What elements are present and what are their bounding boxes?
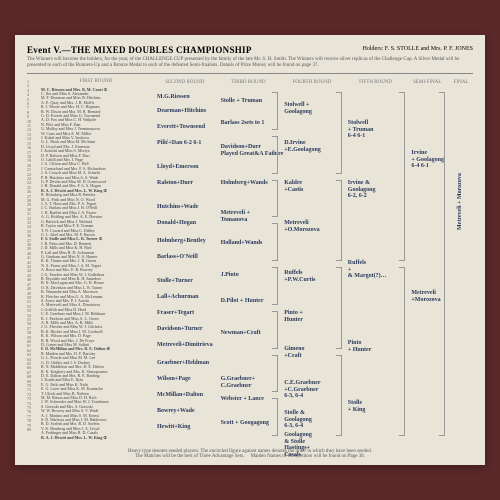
round-label: SEMI-FINAL xyxy=(409,80,445,88)
event-blurb: The Winners will become the holders, for… xyxy=(27,57,473,69)
first-round-pair: R. A. J. Hewitt and Mrs. L. W. King ③ xyxy=(41,436,151,440)
entry-number: 80 xyxy=(27,428,37,432)
third-round-column: THIRD ROUND Stolle + Truman Barlass 2sets… xyxy=(219,80,279,440)
header: Event V.—THE MIXED DOUBLES CHAMPIONSHIP … xyxy=(27,45,473,74)
round-label: THIRD ROUND xyxy=(219,80,279,88)
handwritten-result: M.G.Riessen xyxy=(157,94,190,101)
handwritten-result: Metreveli+O.Morozova xyxy=(284,220,319,233)
handwritten-result: Hutchins+Wade xyxy=(157,204,198,211)
first-round-column: FIRST ROUND M. C. Riessen and Mrs. B. M.… xyxy=(41,80,151,440)
handwritten-result: Ruffels+& Margot(?)… xyxy=(348,260,387,280)
handwritten-result: Metreveli +Tomanova xyxy=(221,210,250,223)
bracket-rule xyxy=(272,223,278,261)
handwritten-result: Ruffels+P.W.Curtis xyxy=(284,270,315,283)
handwritten-result: Stolle+Turner xyxy=(157,278,193,285)
bracket-rule xyxy=(272,311,278,349)
handwritten-result: Irvine &Goolagong6-2, 6-2 xyxy=(348,180,376,200)
handwritten-result: Ralston+Durr xyxy=(157,180,193,187)
bracket-rule xyxy=(336,180,342,262)
handwritten-result: Metreveli + Morozova xyxy=(457,173,464,230)
handwritten-result: Graebner+Heldman xyxy=(157,360,209,367)
round-label: FIFTH ROUND xyxy=(346,80,406,88)
handwritten-result: Lloyd+Emerson xyxy=(157,164,198,171)
footer-line: The Matches will be the best of Three Ad… xyxy=(135,454,244,459)
bracket-rule xyxy=(272,267,278,305)
handwritten-result: J.Pinto xyxy=(221,272,239,279)
handwritten-result: Fraser+Tegart xyxy=(157,310,194,317)
handwritten-result: Dearman+Hitchins xyxy=(157,108,206,115)
round-label: FIRST ROUND xyxy=(41,80,151,88)
programme-page: Event V.—THE MIXED DOUBLES CHAMPIONSHIP … xyxy=(15,35,485,465)
draw-bracket: 1234567891011121314151617181920212223242… xyxy=(27,80,473,440)
handwritten-result: Donald+Hogan xyxy=(157,220,196,227)
handwritten-result: Hewitt+King xyxy=(157,424,190,431)
semi-final-column: SEMI-FINAL Irvine+ Goolagong6-4 6-1Metre… xyxy=(409,80,445,440)
bracket-rule xyxy=(399,267,405,436)
handwritten-result: McMillan+Dalton xyxy=(157,392,203,399)
round-label: FINAL xyxy=(449,80,473,88)
holders-line: Holders: F. S. STOLLE and Mrs. P. F. JON… xyxy=(363,46,473,52)
handwritten-result: Holmberg+Wands xyxy=(221,180,268,187)
bracket-rule xyxy=(272,92,278,130)
bracket-rule xyxy=(439,92,445,436)
bracket-rule xyxy=(272,398,278,436)
bracket-rule xyxy=(272,136,278,174)
handwritten-result: Stolwell+ Truman6-4 6-1 xyxy=(348,120,374,140)
final-column: FINAL Metreveli + Morozova xyxy=(449,80,473,440)
handwritten-result: Everett+Townsend xyxy=(157,124,205,131)
handwritten-result: Pinto+ Hunter xyxy=(348,340,372,353)
footer-notes: Heavy type denotes seeded players. The e… xyxy=(15,449,485,459)
handwritten-result: Newman+Craft xyxy=(221,330,261,337)
handwritten-result: Holland+Wands xyxy=(221,240,263,247)
handwritten-result: Wilson+Page xyxy=(157,376,191,383)
handwritten-result: Metreveli+Dimitrieva xyxy=(157,342,213,349)
handwritten-result: Stolle &Goolagong6-3, 6-4 xyxy=(284,410,312,430)
handwritten-result: Lall+Achurman xyxy=(157,294,198,301)
fifth-round-column: FIFTH ROUND Stolwell+ Truman6-4 6-1 Irvin… xyxy=(346,80,406,440)
handwritten-result: Pilić+Dan 6-2 6-1 xyxy=(157,140,201,147)
bracket-rule xyxy=(336,92,342,174)
bracket-rule xyxy=(336,355,342,437)
handwritten-result: Kaldre+Castis xyxy=(284,180,303,193)
handwritten-result: Bowrey+Wade xyxy=(157,408,195,415)
second-round-column: SECOND ROUND M.G.Riessen Dearman+Hitchins… xyxy=(155,80,215,440)
handwritten-result: Stolle+ King xyxy=(348,400,366,413)
handwritten-result: Scott + Googagong xyxy=(221,420,269,427)
bracket-rule xyxy=(272,180,278,218)
handwritten-result: Pinto +Hunter xyxy=(284,310,303,323)
handwritten-result: D.Irvine+E.Goolagong xyxy=(284,140,321,153)
round-label: FOURTH ROUND xyxy=(282,80,342,88)
fourth-round-column: FOURTH ROUND Stolwell +Goolagong D.Irvine… xyxy=(282,80,342,440)
bracket-rule xyxy=(336,267,342,349)
handwritten-result: C.E.Graebner+C.Graebner6-3, 6-4 xyxy=(284,380,320,400)
round-label: SECOND ROUND xyxy=(155,80,215,88)
handwritten-result: Stolle + Truman xyxy=(221,98,263,105)
handwritten-result: Stolwell +Goolagong xyxy=(284,102,312,115)
handwritten-result: Metreveli+Morozova xyxy=(411,290,440,303)
handwritten-result: G.Graebner+C.Graebner xyxy=(221,376,256,389)
bracket-rule xyxy=(272,355,278,393)
footer-line: Maiden Names of Competitors will be foun… xyxy=(251,454,365,459)
handwritten-result: D.Pilot + Hunter xyxy=(221,298,264,305)
entry-numbers: 1234567891011121314151617181920212223242… xyxy=(27,80,37,440)
handwritten-result: Barlass+O'Neill xyxy=(157,254,198,261)
handwritten-result: Holmberg+Bentley xyxy=(157,238,206,245)
handwritten-result: Barlass 2sets to 1 xyxy=(221,120,265,127)
handwritten-result: Gimeno+Craft xyxy=(284,346,304,359)
handwritten-result: Davidson+Turner xyxy=(157,326,203,333)
bracket-rule xyxy=(399,92,405,261)
handwritten-result: Webster + Lance xyxy=(221,396,264,403)
